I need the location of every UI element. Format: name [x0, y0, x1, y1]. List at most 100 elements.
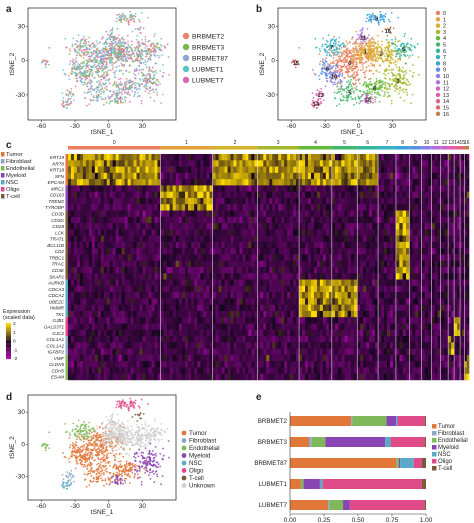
cluster-bar	[409, 146, 422, 150]
tsne-point	[345, 50, 348, 53]
heatmap-cell	[236, 185, 240, 192]
tsne-point	[345, 94, 348, 97]
tsne-point	[320, 87, 323, 90]
tsne-point	[318, 78, 321, 81]
tsne-point	[94, 44, 97, 47]
tsne-point	[414, 46, 416, 49]
heatmap-cell	[239, 160, 243, 167]
heatmap-cell	[154, 210, 158, 217]
tsne-point	[349, 84, 352, 86]
heatmap-cell	[79, 235, 84, 243]
tsne-point	[366, 44, 369, 47]
tsne-point	[384, 13, 387, 15]
tsne-point	[134, 77, 136, 79]
tsne-point	[124, 87, 127, 90]
tsne-point	[384, 47, 386, 49]
tsne-point	[153, 91, 155, 93]
heatmap-cell	[85, 210, 90, 217]
tsne-point	[384, 81, 387, 84]
heatmap-cell	[215, 216, 219, 224]
heatmap-cell	[178, 166, 183, 174]
heatmap-cell	[409, 197, 413, 205]
heatmap-cell	[372, 197, 376, 205]
tsne-point	[337, 41, 340, 43]
heatmap-cell	[338, 216, 342, 224]
tsne-point	[382, 20, 385, 22]
heatmap-cell	[402, 204, 407, 211]
heatmap-cell	[103, 204, 108, 211]
heatmap-cell	[163, 172, 167, 180]
tsne-point	[96, 52, 99, 55]
tsne-point	[396, 53, 399, 56]
heatmap-cell	[91, 160, 96, 167]
tsne-point	[78, 63, 81, 66]
heatmap-cell	[236, 216, 240, 224]
tsne-point	[107, 52, 110, 55]
tsne-point	[333, 62, 335, 65]
heatmap-cell	[369, 166, 373, 174]
tsne-point	[116, 44, 119, 47]
heatmap-cell	[412, 154, 416, 161]
tsne-point	[112, 90, 115, 93]
tsne-point	[352, 63, 355, 66]
heatmap-cell	[389, 204, 394, 211]
heatmap-cell	[224, 223, 228, 230]
tsne-point	[348, 70, 350, 73]
heatmap-cell	[94, 172, 99, 180]
heatmap-cell	[236, 210, 240, 217]
tsne-point	[157, 56, 160, 59]
tsne-point	[106, 38, 109, 41]
heatmap-cell	[428, 160, 433, 167]
heatmap-cell	[109, 241, 114, 249]
heatmap-cell	[106, 197, 111, 205]
tsne-point	[74, 43, 77, 46]
heatmap-cell	[431, 204, 436, 211]
heatmap-cell	[347, 185, 352, 192]
tsne-point	[103, 71, 105, 74]
heatmap-cell	[305, 160, 309, 167]
heatmap-cell	[175, 154, 180, 161]
heatmap-cell	[82, 166, 87, 174]
tsne-point	[357, 50, 360, 53]
tsne-point	[385, 69, 388, 72]
tsne-point	[128, 50, 131, 53]
tsne-point	[384, 84, 387, 87]
heatmap-cell	[184, 216, 189, 224]
heatmap-cell	[369, 210, 373, 217]
tsne-point	[135, 51, 138, 54]
tsne-point	[78, 76, 81, 79]
tsne-point	[395, 75, 398, 78]
heatmap-cell	[284, 204, 288, 211]
tsne-point	[384, 77, 386, 79]
tsne-point	[380, 48, 383, 51]
heatmap-cell	[412, 160, 416, 167]
heatmap-cell	[136, 197, 140, 205]
tsne-point	[44, 66, 47, 69]
heatmap-cell	[230, 191, 234, 199]
tsne-point	[368, 65, 370, 67]
heatmap-cell	[266, 172, 270, 180]
heatmap-cell	[444, 216, 449, 224]
heatmap-cell	[169, 241, 173, 249]
heatmap-cell	[299, 179, 303, 186]
heatmap-cell	[148, 179, 152, 186]
tsne-point	[324, 64, 327, 66]
tsne-point	[105, 65, 108, 68]
heatmap-cell	[100, 160, 105, 167]
heatmap-cell	[151, 197, 155, 205]
heatmap-cell	[378, 185, 382, 192]
heatmap-cell	[248, 154, 252, 161]
heatmap-cell	[335, 166, 339, 174]
tsne-point	[359, 56, 362, 59]
tsne-point	[147, 58, 150, 61]
heatmap-cell	[269, 210, 273, 217]
tsne-point	[68, 53, 71, 55]
heatmap-cell	[444, 154, 449, 161]
tsne-point	[133, 18, 136, 21]
heatmap-cell	[206, 210, 210, 217]
tsne-point	[372, 101, 374, 104]
heatmap-cell	[369, 216, 373, 224]
tsne-point	[115, 38, 117, 41]
heatmap-cell	[191, 223, 195, 230]
tsne-point	[342, 99, 345, 101]
